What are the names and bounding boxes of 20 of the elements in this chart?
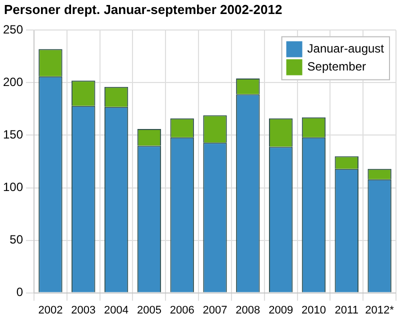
y-tick-label: 100: [2, 180, 24, 194]
y-tick-label: 150: [2, 128, 24, 142]
x-tick-label: 2010: [301, 304, 326, 316]
chart-title: Personer drept. Januar-september 2002-2012: [4, 2, 282, 17]
x-tick-label: 2006: [170, 304, 194, 316]
x-tick-label: 2003: [71, 304, 96, 316]
legend-label: Januar-august: [307, 42, 385, 56]
y-tick-label: 0: [16, 285, 24, 300]
x-tick-label: 2012*: [365, 304, 395, 316]
x-tick-label: 2011: [334, 304, 358, 316]
x-tick-label: 2008: [236, 304, 260, 316]
y-tick-label: 250: [2, 22, 24, 37]
y-tick-label: 200: [2, 75, 24, 90]
x-tick-label: 2002: [38, 304, 63, 316]
y-tick-label: 50: [10, 232, 24, 247]
x-tick-label: 2005: [136, 304, 162, 316]
x-tick-label: 2007: [202, 304, 228, 316]
legend-label: September: [307, 60, 366, 74]
x-tick-label: 2004: [104, 304, 129, 316]
x-tick-label: 2009: [268, 304, 294, 316]
